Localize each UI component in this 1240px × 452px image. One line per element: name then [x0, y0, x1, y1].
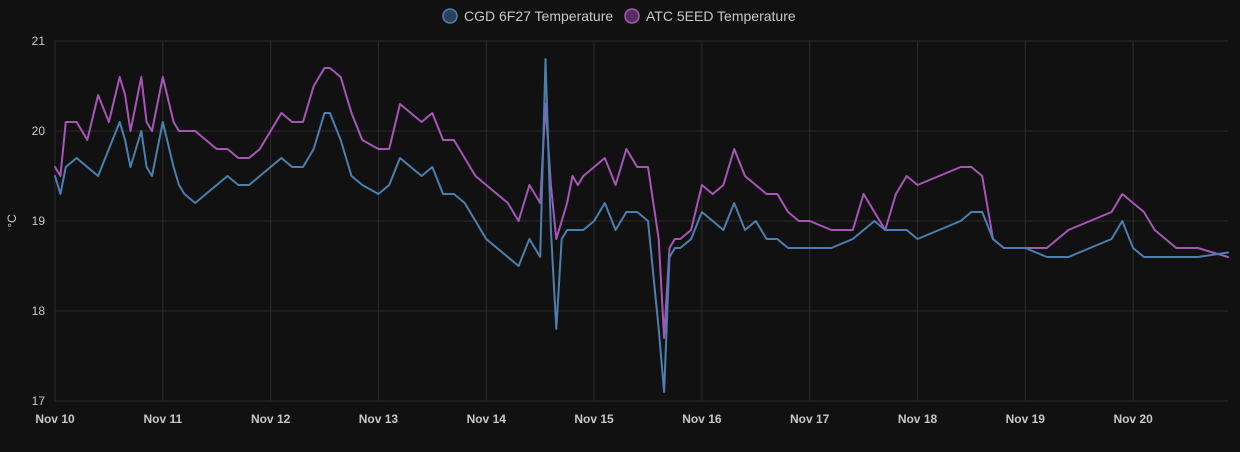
x-tick-label: Nov 15 — [574, 412, 614, 426]
y-axis-title: °C — [5, 214, 19, 228]
y-tick-label: 21 — [32, 34, 46, 48]
legend-item-series-1[interactable]: ATC 5EED Temperature — [624, 8, 796, 24]
series-line-1[interactable] — [54, 67, 1229, 339]
x-tick-label: Nov 17 — [790, 412, 830, 426]
grid — [54, 40, 1228, 402]
series-line-0[interactable] — [54, 58, 1229, 393]
y-tick-label: 18 — [32, 304, 46, 318]
legend-item-series-0[interactable]: CGD 6F27 Temperature — [442, 8, 613, 24]
y-tick-label: 19 — [32, 214, 46, 228]
x-tick-label: Nov 20 — [1113, 412, 1153, 426]
x-tick-label: Nov 13 — [359, 412, 399, 426]
legend: CGD 6F27 Temperature ATC 5EED Temperatur… — [442, 8, 796, 24]
x-tick-label: Nov 12 — [251, 412, 291, 426]
x-tick-label: Nov 19 — [1006, 412, 1046, 426]
x-tick-label: Nov 11 — [143, 412, 182, 426]
y-tick-label: 20 — [32, 124, 46, 138]
legend-swatch-series-1 — [624, 8, 640, 24]
plot-area — [54, 58, 1229, 393]
x-tick-label: Nov 16 — [682, 412, 722, 426]
y-tick-label: 17 — [32, 394, 46, 408]
legend-label-series-1: ATC 5EED Temperature — [646, 8, 796, 24]
x-tick-label: Nov 10 — [35, 412, 75, 426]
x-tick-label: Nov 18 — [898, 412, 938, 426]
y-axis: 17 18 19 20 21 — [32, 34, 46, 408]
x-axis: Nov 10 Nov 11 Nov 12 Nov 13 Nov 14 Nov 15 Nov … — [35, 412, 1153, 426]
legend-label-series-0: CGD 6F27 Temperature — [464, 8, 613, 24]
x-tick-label: Nov 14 — [467, 412, 507, 426]
legend-swatch-series-0 — [442, 8, 458, 24]
